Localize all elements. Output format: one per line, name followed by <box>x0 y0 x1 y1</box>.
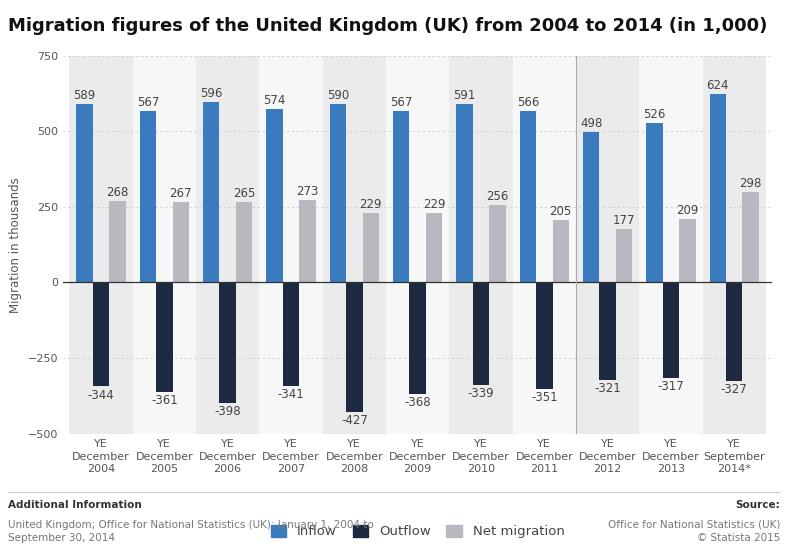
Bar <box>489 205 506 282</box>
Bar <box>173 202 189 282</box>
Bar <box>93 282 110 386</box>
Text: United Kingdom; Office for National Statistics (UK); January 1, 2004 to
Septembe: United Kingdom; Office for National Stat… <box>8 520 374 543</box>
Text: 256: 256 <box>486 190 508 203</box>
Text: 590: 590 <box>327 89 349 102</box>
Bar <box>283 282 299 386</box>
Text: -361: -361 <box>151 394 178 407</box>
Bar <box>203 102 219 282</box>
Text: 596: 596 <box>200 87 222 100</box>
Text: 268: 268 <box>106 186 128 199</box>
Text: 265: 265 <box>233 187 255 200</box>
Text: -398: -398 <box>214 405 241 418</box>
Bar <box>726 282 742 381</box>
Bar <box>663 282 679 378</box>
Bar <box>583 132 600 282</box>
Bar <box>386 56 449 434</box>
Text: -327: -327 <box>721 384 748 396</box>
Bar <box>393 111 410 282</box>
Text: 566: 566 <box>517 96 539 109</box>
Bar <box>362 213 379 282</box>
Bar <box>259 56 322 434</box>
Text: -427: -427 <box>341 414 368 426</box>
Bar <box>410 282 426 394</box>
Bar <box>110 201 126 282</box>
Text: -368: -368 <box>404 396 431 409</box>
Bar <box>709 94 726 282</box>
Text: 273: 273 <box>296 185 318 198</box>
Text: 624: 624 <box>707 78 729 92</box>
Text: 574: 574 <box>263 94 286 107</box>
Bar <box>299 200 316 282</box>
Text: -339: -339 <box>467 387 494 400</box>
Bar <box>473 282 489 385</box>
Bar <box>139 111 156 282</box>
Bar <box>646 123 663 282</box>
Bar <box>76 105 93 282</box>
Bar <box>329 104 346 282</box>
Bar <box>600 282 616 380</box>
Text: 567: 567 <box>390 96 412 109</box>
Bar <box>703 56 766 434</box>
Bar <box>536 282 552 389</box>
Text: 526: 526 <box>643 108 666 121</box>
Text: -341: -341 <box>277 388 304 401</box>
Bar <box>322 56 386 434</box>
Bar <box>456 103 473 282</box>
Bar <box>196 56 259 434</box>
Bar <box>639 56 703 434</box>
Bar <box>552 220 569 282</box>
Bar <box>346 282 362 411</box>
Text: Migration figures of the United Kingdom (UK) from 2004 to 2014 (in 1,000): Migration figures of the United Kingdom … <box>8 17 768 34</box>
Bar <box>616 229 632 282</box>
Text: 229: 229 <box>359 198 382 211</box>
Text: 591: 591 <box>453 88 476 102</box>
Bar <box>132 56 196 434</box>
Y-axis label: Migration in thousands: Migration in thousands <box>9 177 22 312</box>
Bar <box>426 213 442 282</box>
Text: -351: -351 <box>531 391 558 404</box>
Bar <box>449 56 513 434</box>
Bar <box>513 56 576 434</box>
Bar <box>236 202 252 282</box>
Bar <box>69 56 132 434</box>
Text: -321: -321 <box>594 381 621 395</box>
Bar <box>576 56 639 434</box>
Bar <box>266 109 283 282</box>
Text: 209: 209 <box>676 204 699 217</box>
Text: 267: 267 <box>169 187 192 200</box>
Text: -344: -344 <box>87 389 114 401</box>
Text: 229: 229 <box>423 198 445 211</box>
Bar <box>679 219 696 282</box>
Bar <box>219 282 236 403</box>
Text: -317: -317 <box>657 380 684 394</box>
Text: 567: 567 <box>136 96 159 109</box>
Text: 205: 205 <box>549 205 572 219</box>
Bar <box>742 192 759 282</box>
Legend: Inflow, Outflow, Net migration: Inflow, Outflow, Net migration <box>266 520 570 544</box>
Text: Office for National Statistics (UK)
© Statista 2015: Office for National Statistics (UK) © St… <box>608 520 780 543</box>
Text: Additional Information: Additional Information <box>8 500 142 510</box>
Bar <box>519 111 536 282</box>
Text: 177: 177 <box>613 214 635 227</box>
Text: 589: 589 <box>73 89 95 102</box>
Text: Source:: Source: <box>735 500 780 510</box>
Bar <box>156 282 173 391</box>
Text: 298: 298 <box>739 177 762 190</box>
Text: 498: 498 <box>580 117 602 130</box>
